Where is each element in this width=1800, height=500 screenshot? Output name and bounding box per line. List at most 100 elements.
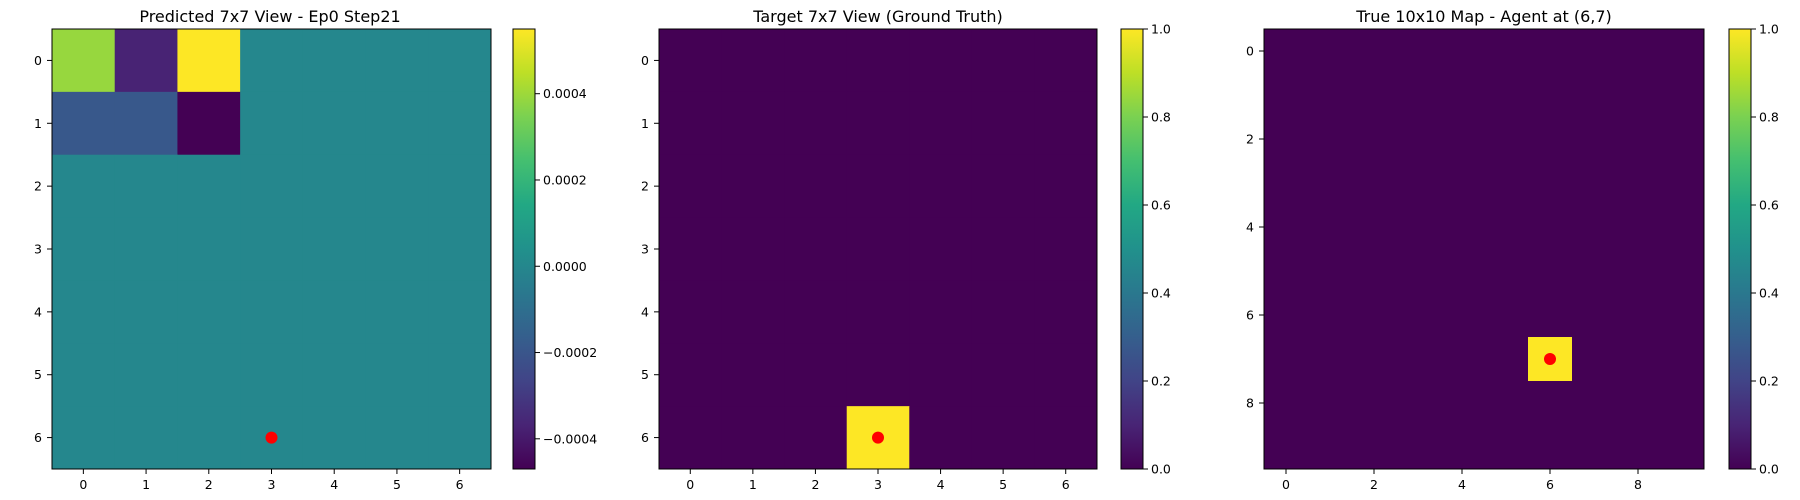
heatmap-cell [721, 280, 785, 344]
heatmap-cell [1396, 381, 1441, 426]
heatmap-cell [909, 154, 973, 219]
heatmap-cell [114, 217, 178, 281]
heatmap-cell [1528, 293, 1573, 338]
x-tick-label: 6 [1062, 477, 1070, 492]
heatmap-cell [784, 406, 848, 470]
y-tick-label: 1 [34, 116, 42, 131]
y-tick-label: 5 [34, 367, 42, 382]
heatmap-cell [1528, 73, 1573, 118]
heatmap-cell [1352, 337, 1397, 382]
heatmap-cell [909, 280, 973, 344]
heatmap-cell [1660, 73, 1705, 118]
x-tick-label: 8 [1634, 477, 1642, 492]
heatmap-cell [177, 280, 241, 344]
heatmap-cell [971, 91, 1035, 156]
heatmap-cell [971, 29, 1035, 93]
heatmap-cell [909, 29, 973, 93]
heatmap-cell [114, 91, 178, 156]
heatmap-cell [1484, 161, 1529, 206]
y-tick-label: 6 [34, 430, 42, 445]
heatmap-cell [1264, 117, 1309, 162]
y-tick-label: 1 [641, 116, 649, 131]
heatmap-cell [240, 343, 304, 407]
heatmap-cell [1034, 406, 1098, 470]
x-tick-label: 2 [811, 477, 819, 492]
heatmap-cell [1616, 117, 1661, 162]
heatmap-cell [784, 91, 848, 156]
x-tick-label: 4 [330, 477, 338, 492]
heatmap-cell [846, 91, 910, 156]
heatmap-cell [1616, 29, 1661, 74]
heatmap-cell [909, 91, 973, 156]
heatmap-cell [1264, 381, 1309, 426]
heatmap-cell [1484, 293, 1529, 338]
heatmap-cell [659, 154, 723, 219]
heatmap-cell [1352, 29, 1397, 74]
colorbar-tick-label: 0.2 [1151, 374, 1171, 389]
heatmap-cell [1616, 161, 1661, 206]
colorbar-tick-label: 0.4 [1151, 286, 1171, 301]
heatmap-cell [659, 29, 723, 93]
heatmap-cell [114, 154, 178, 219]
x-tick-label: 5 [393, 477, 401, 492]
heatmap-cell [1660, 205, 1705, 250]
heatmap-cell [784, 343, 848, 407]
heatmap-cell [971, 343, 1035, 407]
heatmap-cell [721, 154, 785, 219]
colorbar-tick-label: 0.6 [1759, 198, 1779, 213]
heatmap-cell [1440, 117, 1485, 162]
heatmap-cell [846, 280, 910, 344]
heatmap-cell [240, 91, 304, 156]
heatmap-cell [1484, 73, 1529, 118]
heatmap-cell [1352, 293, 1397, 338]
heatmap-cell [365, 343, 429, 407]
heatmap-cell [365, 154, 429, 219]
heatmap-cell [1352, 425, 1397, 470]
heatmap-cell [1440, 425, 1485, 470]
heatmap-cell [1528, 205, 1573, 250]
heatmap-cell [52, 91, 116, 156]
heatmap-cell [1528, 161, 1573, 206]
panel-target: Target 7x7 View (Ground Truth) 0 1 2 3 4 5 6 0… [641, 7, 1171, 492]
colorbar-ticks: 0.0 0.2 0.4 0.6 0.8 1.0 [1751, 22, 1779, 477]
heatmap-cell [1572, 381, 1617, 426]
heatmap-cell [52, 280, 116, 344]
heatmap-cell [1528, 117, 1573, 162]
heatmap-cell [1308, 249, 1353, 294]
heatmap-cell [909, 217, 973, 281]
heatmap-cell [177, 406, 241, 470]
heatmap-cells [659, 29, 1098, 470]
y-tick-label: 4 [641, 304, 649, 319]
heatmap-cell [1484, 249, 1529, 294]
chart-title: Predicted 7x7 View - Ep0 Step21 [139, 7, 400, 26]
heatmap-cell [1308, 425, 1353, 470]
heatmap-cell [1484, 205, 1529, 250]
heatmap-cell [721, 91, 785, 156]
heatmap-cell [971, 154, 1035, 219]
heatmap-cell [1264, 249, 1309, 294]
x-tick-label: 0 [1282, 477, 1290, 492]
heatmap-cell [784, 217, 848, 281]
heatmap-cell [1396, 337, 1441, 382]
heatmap-cell [302, 406, 367, 470]
heatmap-cell [114, 280, 178, 344]
heatmap-cell [1616, 337, 1661, 382]
heatmap-cell [428, 406, 492, 470]
heatmap-cell [302, 29, 367, 93]
y-tick-label: 5 [641, 367, 649, 382]
colorbar-tick-label: 0.0000 [543, 259, 587, 274]
heatmap-cell [1396, 29, 1441, 74]
heatmap-cell [1308, 161, 1353, 206]
heatmap-cell [365, 280, 429, 344]
heatmap-cell [302, 154, 367, 219]
heatmap-cell [1396, 425, 1441, 470]
heatmap-cell [428, 280, 492, 344]
panel-true-map: True 10x10 Map - Agent at (6,7) 0 2 4 6 8 0 2… [1246, 7, 1779, 492]
chart-title: True 10x10 Map - Agent at (6,7) [1355, 7, 1612, 26]
heatmap-cell [721, 343, 785, 407]
heatmap-cell [52, 154, 116, 219]
heatmap-cell [1572, 117, 1617, 162]
y-tick-label: 2 [34, 179, 42, 194]
heatmap-cell [1034, 280, 1098, 344]
heatmap-cell [721, 406, 785, 470]
